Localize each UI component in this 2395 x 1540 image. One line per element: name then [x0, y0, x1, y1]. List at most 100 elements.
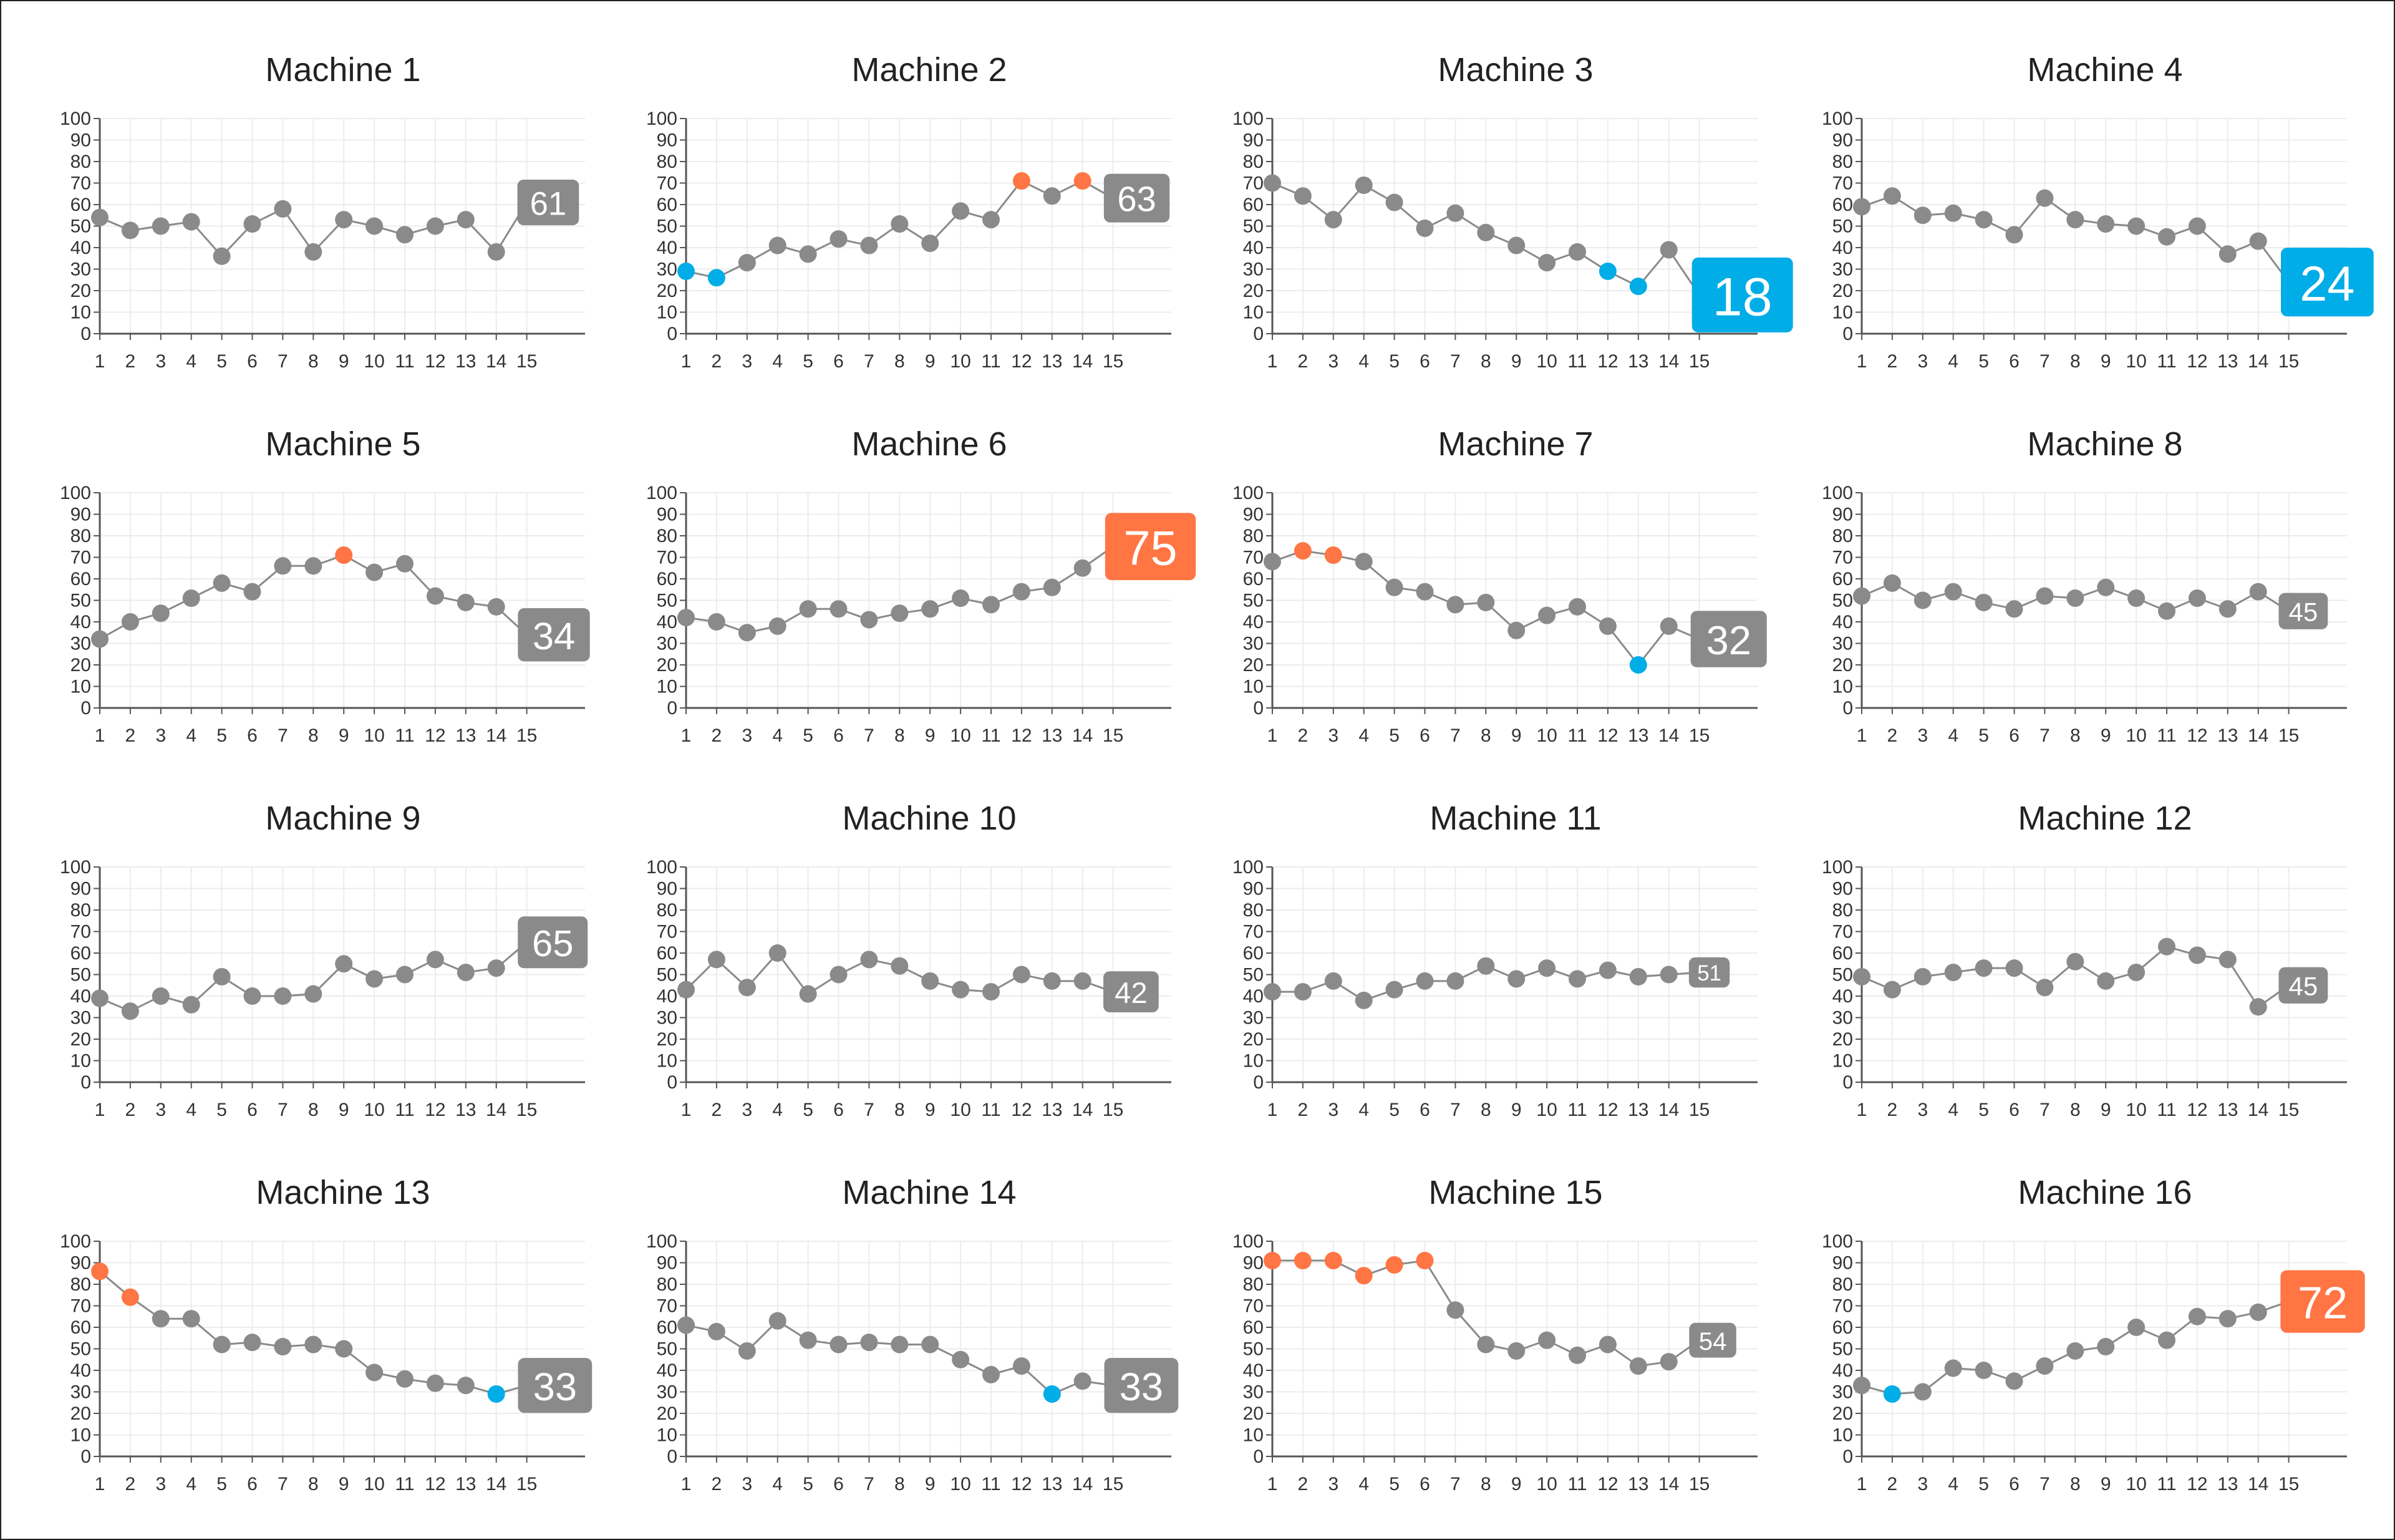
y-tick-label: 70	[657, 173, 677, 194]
data-point	[1538, 606, 1556, 624]
y-tick-label: 70	[1832, 1296, 1853, 1317]
x-tick-label: 11	[2157, 725, 2176, 746]
x-tick-label: 8	[894, 351, 905, 372]
data-point	[335, 1340, 353, 1358]
x-tick-label: 6	[833, 351, 844, 372]
x-tick-label: 15	[1103, 1474, 1123, 1494]
y-tick-label: 90	[657, 1253, 677, 1274]
x-tick-label: 2	[712, 351, 722, 372]
x-tick-label: 8	[308, 725, 319, 746]
data-point	[860, 611, 878, 629]
data-point	[1294, 1252, 1312, 1270]
x-tick-label: 15	[2278, 1474, 2299, 1494]
chart-title: Machine 5	[265, 425, 420, 463]
data-point	[982, 596, 1000, 614]
data-point	[1883, 981, 1901, 999]
x-tick-label: 4	[772, 1474, 783, 1494]
data-point	[1446, 972, 1464, 990]
data-point	[91, 208, 109, 226]
data-point	[243, 583, 261, 601]
badge-value: 65	[532, 923, 573, 964]
data-point	[799, 1331, 817, 1349]
y-tick-label: 20	[70, 281, 91, 301]
last-value-badge: 42	[1103, 971, 1159, 1012]
x-tick-label: 2	[712, 1474, 722, 1494]
badge-background	[1103, 173, 1170, 223]
data-point	[1507, 236, 1526, 254]
data-point	[2249, 1303, 2267, 1321]
x-tick-label: 2	[1887, 725, 1898, 746]
y-tick-label: 60	[70, 1317, 91, 1338]
chart-title: Machine 9	[265, 800, 420, 837]
data-point	[1599, 1335, 1617, 1354]
data-point	[487, 598, 505, 616]
x-tick-label: 8	[1481, 1100, 1491, 1120]
x-tick-label: 5	[1978, 1474, 1989, 1494]
data-point	[274, 987, 292, 1005]
x-tick-label: 14	[1072, 725, 1093, 746]
x-tick-label: 9	[925, 725, 936, 746]
y-tick-label: 40	[70, 238, 91, 258]
y-tick-label: 0	[1253, 698, 1264, 719]
data-point	[152, 604, 170, 622]
x-tick-label: 2	[1298, 1100, 1309, 1120]
data-point	[891, 1335, 909, 1354]
x-tick-label: 2	[125, 725, 136, 746]
y-tick-label: 70	[70, 173, 91, 194]
x-tick-label: 14	[2248, 1474, 2268, 1494]
chart-title: Machine 1	[265, 51, 420, 89]
data-point	[1446, 204, 1464, 222]
data-point	[1477, 1335, 1495, 1354]
x-tick-label: 4	[1948, 725, 1958, 746]
x-tick-label: 12	[425, 351, 445, 372]
x-tick-label: 3	[1328, 351, 1338, 372]
y-tick-label: 50	[1243, 216, 1264, 237]
data-point	[1043, 972, 1061, 990]
y-tick-label: 10	[70, 1051, 91, 1072]
data-point	[1446, 596, 1464, 614]
y-tick-label: 10	[1243, 303, 1264, 323]
x-tick-label: 8	[2070, 351, 2081, 372]
chart-title: Machine 6	[851, 425, 1007, 463]
y-tick-label: 60	[657, 569, 677, 589]
x-tick-label: 6	[833, 1100, 844, 1120]
y-tick-label: 10	[1832, 1051, 1853, 1072]
y-tick-label: 50	[657, 591, 677, 611]
gridlines	[1272, 492, 1758, 709]
x-tick-label: 13	[2217, 1100, 2238, 1120]
x-tick-label: 13	[455, 725, 476, 746]
y-tick-label: 100	[1822, 857, 1853, 878]
x-tick-label: 8	[1481, 725, 1491, 746]
y-tick-label: 80	[70, 1274, 91, 1295]
y-tick-label: 40	[657, 238, 677, 258]
x-tick-label: 2	[1887, 1100, 1898, 1120]
x-tick-label: 11	[981, 1100, 1000, 1120]
x-tick-label: 14	[2248, 1100, 2268, 1120]
data-point	[768, 1312, 786, 1330]
x-tick-label: 10	[364, 1474, 384, 1494]
x-tick-label: 9	[2101, 725, 2111, 746]
data-point	[1944, 204, 1962, 222]
data-point	[1660, 966, 1678, 984]
data-point	[2066, 589, 2084, 608]
data-point	[213, 574, 231, 592]
x-tick-label: 14	[1658, 1100, 1679, 1120]
data-point	[2158, 602, 2175, 620]
badge-value: 33	[533, 1365, 577, 1409]
y-tick-label: 40	[70, 986, 91, 1007]
x-tick-label: 8	[2070, 1474, 2081, 1494]
data-point	[952, 202, 970, 220]
data-point	[457, 593, 475, 611]
data-point	[2066, 1342, 2084, 1360]
x-tick-label: 13	[1628, 351, 1648, 372]
data-point	[213, 247, 231, 265]
x-tick-label: 7	[1450, 725, 1461, 746]
x-tick-label: 15	[1689, 1474, 1710, 1494]
y-tick-label: 60	[1832, 1317, 1853, 1338]
x-tick-label: 10	[950, 351, 970, 372]
badge-value: 45	[2289, 972, 2318, 1001]
x-tick-label: 13	[455, 1100, 476, 1120]
